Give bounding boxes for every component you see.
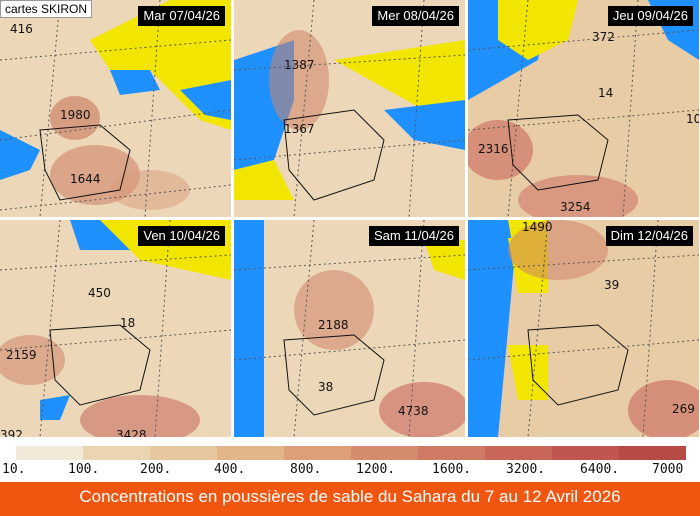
dust-value: 39 bbox=[604, 278, 620, 292]
dust-value: 1644 bbox=[70, 172, 101, 186]
dust-value: 1367 bbox=[284, 122, 315, 136]
legend-swatch bbox=[351, 446, 418, 460]
legend-color-scale bbox=[16, 446, 686, 460]
map-panel-2: Mer 08/04/26 1387 1367 bbox=[234, 0, 465, 217]
legend-swatch bbox=[284, 446, 351, 460]
dust-value: 1980 bbox=[60, 108, 91, 122]
legend-swatch bbox=[485, 446, 552, 460]
dust-value: 3428 bbox=[116, 428, 147, 437]
dust-value: 2159 bbox=[6, 348, 37, 362]
legend-label: 1200. bbox=[356, 462, 396, 477]
map-6-graphic bbox=[468, 220, 699, 437]
legend-labels: 10. 100. 200. 400. 800. 1200. 1600. 3200… bbox=[0, 462, 700, 478]
dust-value: 450 bbox=[88, 286, 111, 300]
legend-label: 3200. bbox=[506, 462, 546, 477]
map-panel-5: Sam 11/04/26 2188 38 4738 bbox=[234, 220, 465, 437]
legend-label: 7000 bbox=[652, 462, 684, 477]
panel-date: Dim 12/04/26 bbox=[605, 226, 693, 246]
dust-value: 14 bbox=[598, 86, 614, 100]
dust-value: 2188 bbox=[318, 318, 349, 332]
legend-swatch bbox=[83, 446, 150, 460]
map-panel-3: Jeu 09/04/26 372 14 2316 3254 10 bbox=[468, 0, 699, 217]
legend-label: 800. bbox=[290, 462, 322, 477]
dust-value: 18 bbox=[120, 316, 136, 330]
dust-value: 372 bbox=[592, 30, 615, 44]
legend-label: 1600. bbox=[432, 462, 472, 477]
dust-value: 10 bbox=[686, 112, 699, 126]
legend-label: 200. bbox=[140, 462, 172, 477]
map-3-graphic bbox=[468, 0, 699, 217]
map-4-graphic bbox=[0, 220, 231, 437]
map-credit: cartes SKIRON bbox=[0, 0, 93, 18]
map-panel-4: Ven 10/04/26 450 18 2159 392 3428 bbox=[0, 220, 231, 437]
legend-label: 10. bbox=[2, 462, 26, 477]
dust-value: 269 bbox=[672, 402, 695, 416]
legend-swatch bbox=[619, 446, 686, 460]
dust-value: 416 bbox=[10, 22, 33, 36]
legend-label: 400. bbox=[214, 462, 246, 477]
map-5-graphic bbox=[234, 220, 465, 437]
panel-date: Sam 11/04/26 bbox=[369, 226, 459, 246]
map-panel-6: Dim 12/04/26 1490 39 269 bbox=[468, 220, 699, 437]
panel-date: Mer 08/04/26 bbox=[372, 6, 459, 26]
map-panel-1: cartes SKIRON Mar 07/04/26 416 1980 1644 bbox=[0, 0, 231, 217]
dust-value: 392 bbox=[0, 428, 23, 437]
dust-value: 3254 bbox=[560, 200, 591, 214]
dust-value: 2316 bbox=[478, 142, 509, 156]
map-2-graphic bbox=[234, 0, 465, 217]
caption-banner: Concentrations en poussières de sable du… bbox=[0, 482, 700, 516]
legend-swatch bbox=[150, 446, 217, 460]
dust-value: 38 bbox=[318, 380, 334, 394]
legend-swatch bbox=[16, 446, 83, 460]
legend-swatch bbox=[552, 446, 619, 460]
panel-date: Ven 10/04/26 bbox=[138, 226, 225, 246]
dust-value: 4738 bbox=[398, 404, 429, 418]
legend-swatch bbox=[217, 446, 284, 460]
dust-value: 1490 bbox=[522, 220, 553, 234]
dust-value: 1387 bbox=[284, 58, 315, 72]
map-1-graphic bbox=[0, 0, 231, 217]
panel-date: Mar 07/04/26 bbox=[138, 6, 225, 26]
legend-label: 100. bbox=[68, 462, 100, 477]
legend-swatch bbox=[418, 446, 485, 460]
panel-date: Jeu 09/04/26 bbox=[607, 6, 693, 26]
legend-label: 6400. bbox=[580, 462, 620, 477]
